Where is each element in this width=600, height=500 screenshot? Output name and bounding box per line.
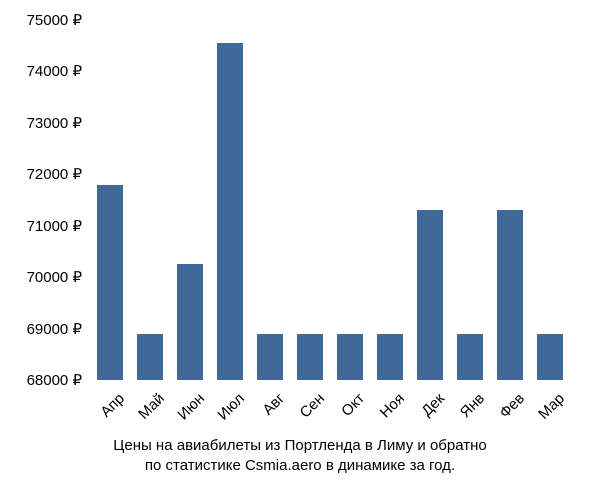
bar <box>257 334 283 380</box>
x-tick-label: Май <box>135 390 168 423</box>
bar <box>417 210 443 380</box>
y-tick-label: 70000 ₽ <box>27 268 82 286</box>
x-tick-label: Дек <box>418 390 448 420</box>
bar <box>217 43 243 380</box>
x-tick-label: Июл <box>214 390 248 424</box>
y-tick-label: 73000 ₽ <box>27 114 82 132</box>
bar <box>497 210 523 380</box>
plot-area <box>90 20 570 380</box>
bar <box>537 334 563 380</box>
chart-caption: Цены на авиабилеты из Портленда в Лиму и… <box>0 436 600 477</box>
x-tick-label: Сен <box>297 390 328 421</box>
bar <box>97 185 123 380</box>
x-tick-label: Авг <box>259 390 288 419</box>
y-tick-label: 75000 ₽ <box>27 11 82 29</box>
y-tick-label: 74000 ₽ <box>27 62 82 80</box>
x-tick-label: Окт <box>338 390 368 420</box>
x-tick-label: Ноя <box>377 390 408 421</box>
y-tick-label: 71000 ₽ <box>27 217 82 235</box>
x-tick-label: Янв <box>457 390 488 421</box>
y-tick-label: 68000 ₽ <box>27 371 82 389</box>
caption-line-1: Цены на авиабилеты из Портленда в Лиму и… <box>0 436 600 456</box>
caption-line-2: по статистике Csmia.aero в динамике за г… <box>0 456 600 476</box>
y-tick-label: 69000 ₽ <box>27 320 82 338</box>
x-tick-label: Мар <box>535 390 568 423</box>
x-tick-label: Фев <box>496 390 528 422</box>
y-tick-label: 72000 ₽ <box>27 165 82 183</box>
bar <box>377 334 403 380</box>
bar <box>337 334 363 380</box>
bar <box>177 264 203 380</box>
bar <box>457 334 483 380</box>
y-axis: 68000 ₽69000 ₽70000 ₽71000 ₽72000 ₽73000… <box>0 20 90 380</box>
x-axis: АпрМайИюнИюл Авг Сен Окт Ноя Дек Янв ФевМар <box>90 384 570 434</box>
bar <box>137 334 163 380</box>
x-tick-label: Апр <box>97 390 128 421</box>
bar <box>297 334 323 380</box>
x-tick-label: Июн <box>175 390 208 423</box>
